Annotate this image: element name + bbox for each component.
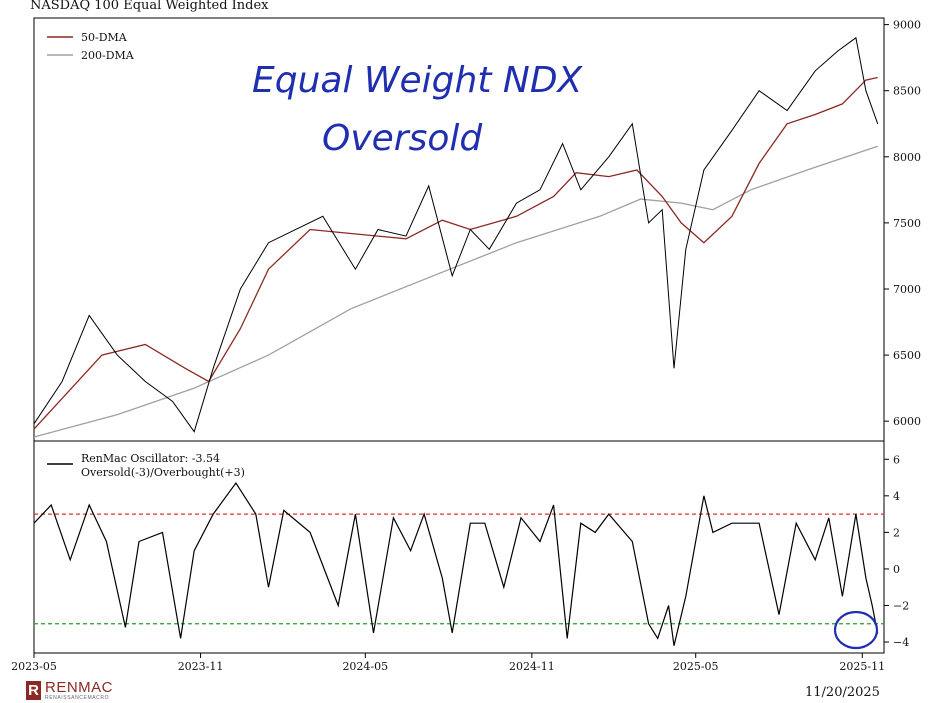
price-y-tick-label: 7000 [893,283,921,296]
logo-subtitle: RENAISSANCEMACRO [45,694,110,701]
price-legend: 50-DMA 200-DMA [47,31,135,62]
price-y-tick-label: 6000 [893,415,921,428]
date-stamp: 11/20/2025 [805,685,880,700]
annotation-line-1: Equal Weight NDX [252,60,584,101]
oversold-highlight-circle [833,610,879,650]
x-tick-label: 2023-05 [11,660,57,673]
legend-label-50dma: 50-DMA [81,31,128,44]
x-tick-label: 2024-05 [342,660,388,673]
price-y-tick-label: 7500 [893,217,921,230]
logo-name: RENMAC [45,678,114,696]
osc-y-tick-label: 6 [893,453,900,466]
oscillator-panel-frame [33,440,885,654]
renmac-logo: R RENMAC RENAISSANCEMACRO [26,679,113,701]
legend-label-200dma: 200-DMA [81,49,135,62]
legend-label-oscillator: RenMac Oscillator: -3.54 [81,452,220,465]
osc-y-tick-label: −2 [893,599,909,612]
price-panel: 9000 8500 8000 7500 7000 6500 6000 [33,19,921,438]
x-tick-label: 2024-11 [509,660,555,673]
osc-y-tick-label: −4 [893,636,909,649]
legend-label-bands: Oversold(-3)/Overbought(+3) [81,466,245,479]
price-y-tick-label: 9000 [893,19,921,32]
oscillator-legend: RenMac Oscillator: -3.54 Oversold(-3)/Ov… [47,452,245,479]
ma200-series-line [33,145,878,438]
oscillator-panel: 6 4 2 0 −2 −4 [33,453,909,649]
ma50-series-line [33,76,878,430]
x-tick-label: 2025-11 [839,660,885,673]
price-series-line [33,36,879,433]
annotation-line-2: Oversold [322,118,483,159]
x-tick-label: 2023-11 [178,660,224,673]
x-tick-label: 2025-05 [673,660,719,673]
osc-y-tick-label: 4 [893,490,900,503]
page-title: NASDAQ 100 Equal Weighted Index [30,0,269,13]
price-y-tick-label: 6500 [893,349,921,362]
price-y-tick-label: 8000 [893,151,921,164]
osc-y-tick-label: 0 [893,563,900,576]
price-y-tick-label: 8500 [893,85,921,98]
osc-y-tick-label: 2 [893,526,900,539]
x-axis: 2023-05 2023-11 2024-05 2024-11 2025-05 2025-… [11,653,885,673]
oscillator-series-line [33,481,879,646]
logo-mark-icon: R [26,680,41,700]
